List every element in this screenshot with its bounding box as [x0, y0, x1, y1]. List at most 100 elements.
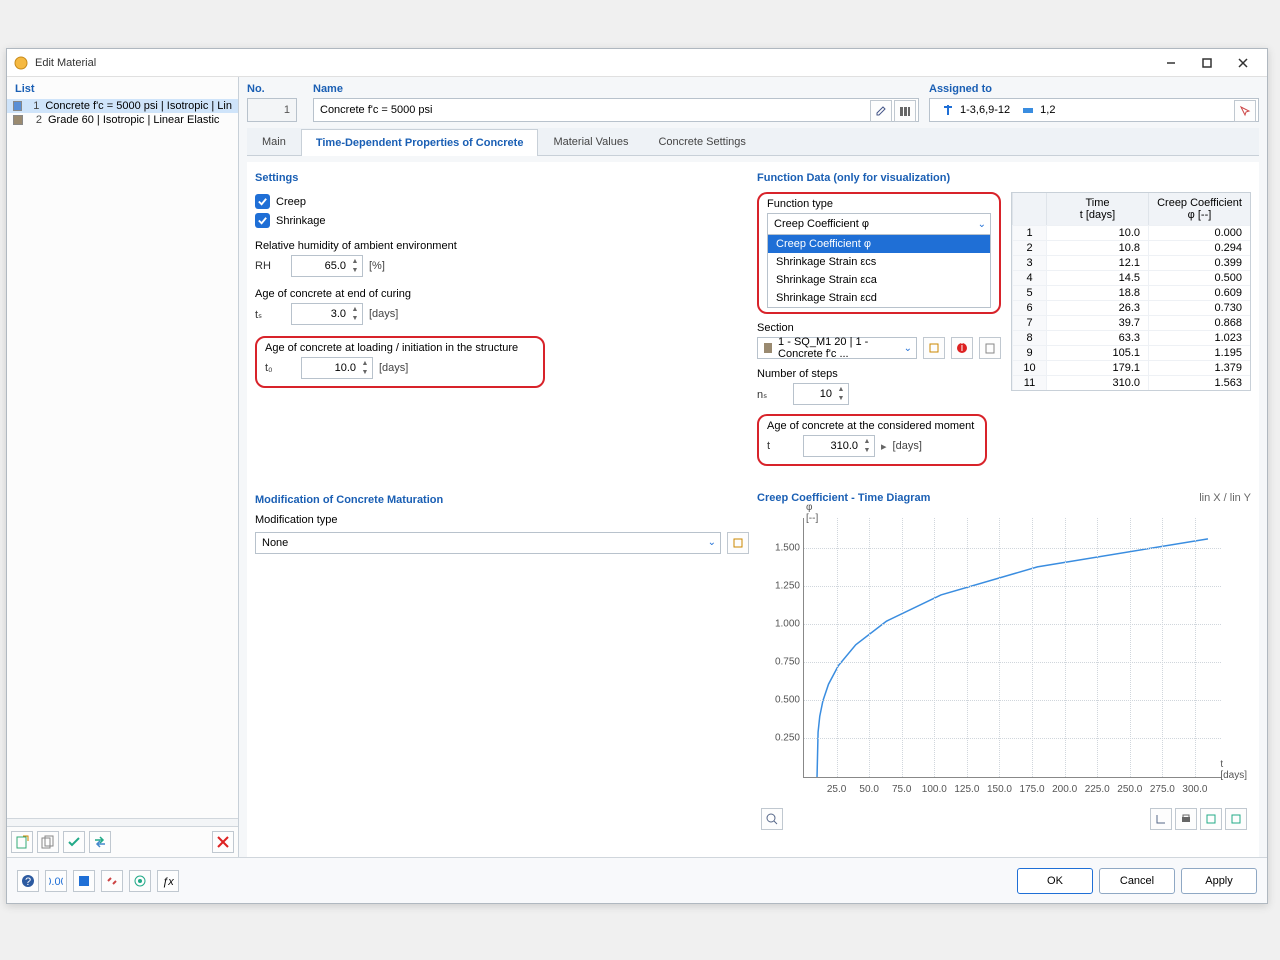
age-highlight: Age of concrete at the considered moment… — [757, 414, 987, 466]
table-row: 9105.11.195 — [1012, 345, 1250, 360]
section-edit-icon[interactable] — [923, 337, 945, 359]
steps-input[interactable]: 10▲▼ — [793, 383, 849, 405]
functype-option[interactable]: Creep Coefficient φ — [768, 235, 990, 253]
view-icon[interactable] — [129, 870, 151, 892]
material-list[interactable]: 1Concrete f'c = 5000 psi | Isotropic | L… — [7, 99, 238, 818]
age-caption: Age of concrete at the considered moment — [767, 420, 977, 432]
name-field[interactable]: Concrete f'c = 5000 psi — [313, 98, 919, 122]
t0-input[interactable]: 10.0▲▼ — [301, 357, 373, 379]
creep-chart: φ[--] t[days] 0.2500.5000.7501.0001.2501… — [803, 518, 1221, 778]
tab[interactable]: Time-Dependent Properties of Concrete — [301, 129, 539, 156]
modtype-edit-icon[interactable] — [727, 532, 749, 554]
tab[interactable]: Main — [247, 128, 301, 155]
chart-panel: Creep Coefficient - Time Diagram lin X /… — [757, 492, 1251, 850]
tab[interactable]: Material Values — [538, 128, 643, 155]
window-title: Edit Material — [35, 57, 1153, 69]
shrinkage-checkbox[interactable]: Shrinkage — [255, 211, 749, 230]
functype-label: Function type — [767, 198, 991, 213]
table-row: 626.30.730 — [1012, 300, 1250, 315]
list-item[interactable]: 1Concrete f'c = 5000 psi | Isotropic | L… — [7, 99, 238, 113]
pick-icon[interactable] — [1234, 100, 1256, 122]
table-row: 210.80.294 — [1012, 240, 1250, 255]
main-pane: No. 1 Name Concrete f'c = 5000 psi Assig… — [239, 77, 1267, 857]
functype-option[interactable]: Shrinkage Strain εcd — [768, 289, 990, 307]
axes-icon[interactable] — [1150, 808, 1172, 830]
list-item[interactable]: 2Grade 60 | Isotropic | Linear Elastic — [7, 113, 238, 127]
table-row: 11310.01.563 — [1012, 375, 1250, 390]
creep-checkbox[interactable]: Creep — [255, 192, 749, 211]
no-label: No. — [247, 83, 303, 98]
rh-label: RH — [255, 260, 285, 272]
section-new-icon[interactable] — [979, 337, 1001, 359]
functype-option[interactable]: Shrinkage Strain εcs — [768, 253, 990, 271]
svg-text:?: ? — [25, 876, 31, 888]
close-button[interactable] — [1225, 51, 1261, 75]
check-icon[interactable] — [63, 831, 85, 853]
no-field[interactable]: 1 — [247, 98, 297, 122]
ok-button[interactable]: OK — [1017, 868, 1093, 894]
functype-option[interactable]: Shrinkage Strain εca — [768, 271, 990, 289]
t0-caption: Age of concrete at loading / initiation … — [265, 342, 535, 354]
modtype-label: Modification type — [255, 514, 749, 529]
steps-label: Number of steps — [757, 368, 1001, 380]
functype-combo[interactable]: Creep Coefficient φ⌄ — [767, 213, 991, 235]
export-icon[interactable] — [1200, 808, 1222, 830]
ts-caption: Age of concrete at end of curing — [255, 288, 749, 300]
assigned-value-1: 1-3,6,9-12 — [960, 104, 1010, 116]
assigned-field[interactable]: 1-3,6,9-12 1,2 — [929, 98, 1259, 122]
table-row: 518.80.609 — [1012, 285, 1250, 300]
units-icon[interactable]: 0.00 — [45, 870, 67, 892]
dialog-footer: ? 0.00 ƒx OK Cancel Apply — [7, 857, 1267, 903]
help-icon[interactable]: ? — [17, 870, 39, 892]
ts-input[interactable]: 3.0▲▼ — [291, 303, 363, 325]
name-label: Name — [313, 83, 919, 98]
settings-panel: Settings Creep Shrinkage Relative humidi… — [255, 170, 749, 484]
name-value: Concrete f'c = 5000 psi — [320, 104, 432, 116]
svg-text:i: i — [961, 342, 963, 354]
chart-title: Creep Coefficient - Time Diagram — [757, 492, 930, 504]
assigned-value-2: 1,2 — [1040, 104, 1055, 116]
t0-label: t₀ — [265, 362, 295, 374]
modtype-combo[interactable]: None⌄ — [255, 532, 721, 554]
functype-dropdown[interactable]: Creep Coefficient φShrinkage Strain εcsS… — [767, 235, 991, 308]
tab[interactable]: Concrete Settings — [643, 128, 760, 155]
library-icon[interactable] — [894, 100, 916, 122]
new-icon[interactable] — [11, 831, 33, 853]
edit-icon[interactable] — [870, 100, 892, 122]
rh-caption: Relative humidity of ambient environment — [255, 240, 749, 252]
table-row: 312.10.399 — [1012, 255, 1250, 270]
maximize-button[interactable] — [1189, 51, 1225, 75]
apply-button[interactable]: Apply — [1181, 868, 1257, 894]
section-info-icon[interactable]: i — [951, 337, 973, 359]
table-row: 110.00.000 — [1012, 225, 1250, 240]
list-toolbar — [7, 826, 238, 857]
transfer-icon[interactable] — [89, 831, 111, 853]
rh-input[interactable]: 65.0▲▼ — [291, 255, 363, 277]
function-type-highlight: Function type Creep Coefficient φ⌄ Creep… — [757, 192, 1001, 314]
minimize-button[interactable] — [1153, 51, 1189, 75]
tab-bar: MainTime-Dependent Properties of Concret… — [247, 128, 1259, 156]
age-input[interactable]: 310.0▲▼ — [803, 435, 875, 457]
chart-toolbar — [757, 806, 1251, 832]
table-row: 739.70.868 — [1012, 315, 1250, 330]
app-icon — [13, 55, 29, 71]
modification-panel: Modification of Concrete Maturation Modi… — [255, 492, 749, 850]
settings-title: Settings — [255, 170, 749, 192]
table-row: 414.50.500 — [1012, 270, 1250, 285]
color-icon[interactable] — [73, 870, 95, 892]
print-icon[interactable] — [1175, 808, 1197, 830]
funcdata-title: Function Data (only for visualization) — [757, 170, 1251, 192]
link-icon[interactable] — [101, 870, 123, 892]
cancel-button[interactable]: Cancel — [1099, 868, 1175, 894]
ts-label: tₛ — [255, 308, 285, 321]
svg-text:0.00: 0.00 — [49, 876, 63, 888]
section-combo[interactable]: 1 - SQ_M1 20 | 1 - Concrete f'c ...⌄ — [757, 337, 917, 359]
copy-icon[interactable] — [37, 831, 59, 853]
function-icon[interactable]: ƒx — [157, 870, 179, 892]
delete-icon[interactable] — [212, 831, 234, 853]
edit-material-dialog: Edit Material List 1Concrete f'c = 5000 … — [6, 48, 1268, 904]
zoom-icon[interactable] — [761, 808, 783, 830]
copy-chart-icon[interactable] — [1225, 808, 1247, 830]
chart-scale-label: lin X / lin Y — [1199, 492, 1251, 504]
table-row: 10179.11.379 — [1012, 360, 1250, 375]
